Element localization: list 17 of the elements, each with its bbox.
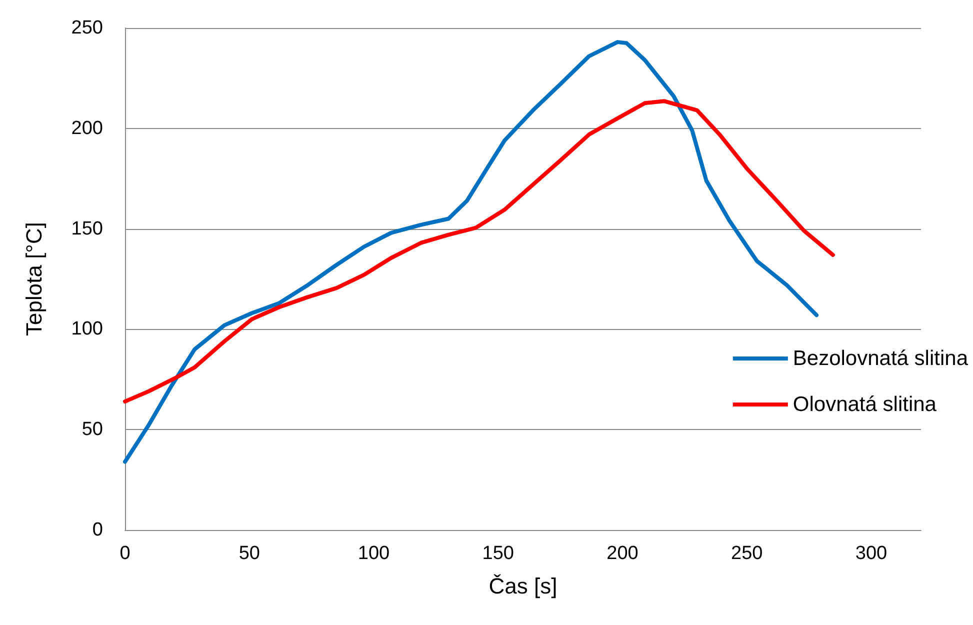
legend-label: Olovnatá slitina	[792, 393, 937, 416]
x-tick-label: 0	[120, 543, 130, 564]
y-tick-label: 50	[82, 419, 103, 440]
x-tick-label: 100	[358, 543, 390, 564]
x-tick-label: 150	[482, 543, 514, 564]
y-tick-label: 200	[71, 118, 103, 139]
x-tick-label: 50	[238, 543, 260, 564]
y-tick-label: 0	[92, 520, 103, 540]
x-tick-label: 250	[731, 543, 763, 564]
y-tick-label: 100	[71, 318, 103, 340]
y-tick-label: 150	[71, 218, 103, 240]
x-tick-label: 200	[606, 543, 638, 564]
x-axis-title: Čas [s]	[488, 574, 558, 598]
y-tick-label: 250	[71, 18, 103, 38]
legend-label: Bezolovnatá slitina	[792, 347, 968, 370]
x-tick-label: 300	[855, 543, 888, 564]
y-axis-title: Teplota [°C]	[22, 222, 46, 336]
